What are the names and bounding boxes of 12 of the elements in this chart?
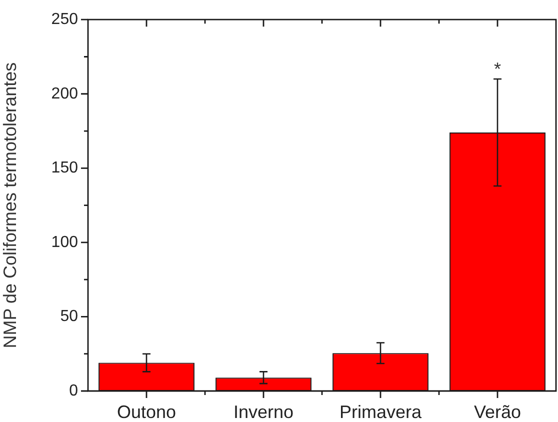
x-tick-label: Verão [474, 402, 522, 422]
y-tick-label: 250 [51, 11, 78, 28]
y-tick-label: 0 [69, 382, 78, 400]
y-tick-label: 150 [51, 160, 78, 177]
y-tick-label: 100 [51, 234, 78, 251]
x-tick-label: Inverno [233, 402, 294, 422]
x-tick-label: Primavera [339, 402, 422, 422]
y-axis-title: NMP de Coliformes termotolerantes [0, 62, 20, 348]
y-tick-label: 50 [60, 308, 78, 326]
y-tick-label: 200 [51, 85, 78, 102]
x-tick-label: Outono [116, 402, 176, 422]
annotation: * [494, 58, 502, 79]
